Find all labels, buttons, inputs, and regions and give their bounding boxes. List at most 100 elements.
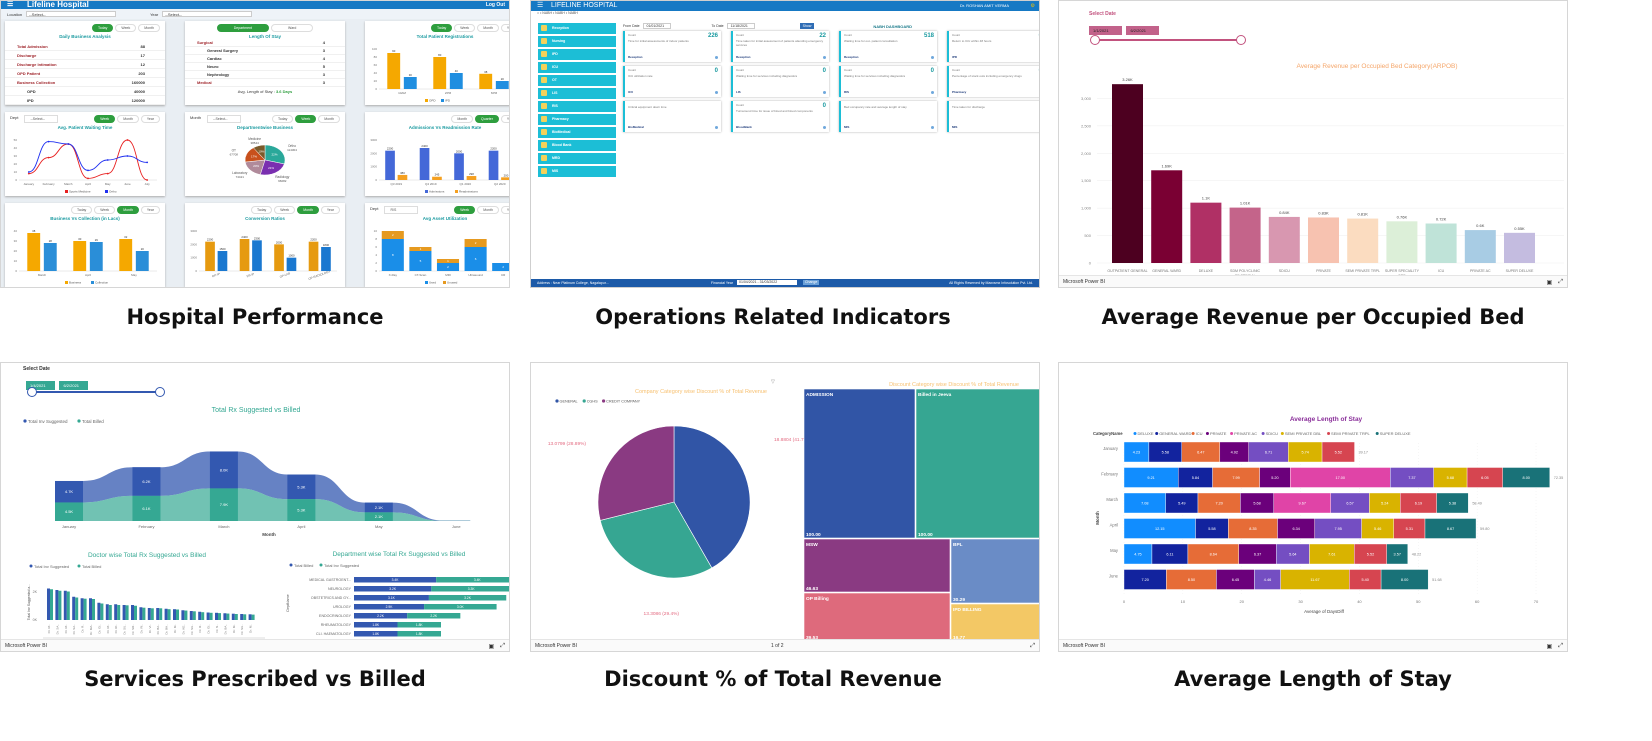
- fy-select[interactable]: 01/04/2021 - 31/03/2022: [737, 280, 797, 285]
- settings-icon[interactable]: ⚙: [1030, 3, 1035, 9]
- powerbi-label[interactable]: Microsoft Power BI: [1063, 279, 1105, 285]
- period-button-month[interactable]: Month: [451, 115, 474, 123]
- date-from[interactable]: 1/1/2021: [1089, 26, 1122, 35]
- sidebar-item-ris[interactable]: RIS: [538, 101, 616, 112]
- logout-link[interactable]: Log Out: [485, 2, 505, 8]
- period-button-today[interactable]: Today: [92, 24, 114, 32]
- period-button-week[interactable]: Week: [94, 115, 116, 123]
- period-button-week[interactable]: Week: [454, 206, 476, 214]
- sidebar-item-biomedical[interactable]: BioMedical: [538, 127, 616, 138]
- slider-start-handle[interactable]: [27, 387, 37, 397]
- from-date-input[interactable]: 01/01/2021: [642, 23, 671, 29]
- sidebar-item-ot[interactable]: OT: [538, 75, 616, 86]
- filter-select[interactable]: --Select--: [207, 115, 242, 123]
- kpi-card[interactable]: Count 0 Return to ICU within 48 hours IPD: [947, 31, 1040, 62]
- kpi-card[interactable]: Bed occupancy rate and average length of…: [839, 101, 937, 132]
- period-button-month[interactable]: Month: [477, 24, 499, 32]
- kpi-card[interactable]: Count 22 Time taken for initial assessment…: [731, 31, 829, 62]
- sidebar-item-pharmacy[interactable]: Pharmacy: [538, 114, 616, 125]
- period-button-month[interactable]: Month: [297, 206, 319, 214]
- date-from[interactable]: 1/4/2021: [26, 381, 55, 390]
- share-icon[interactable]: ▣: [488, 644, 495, 650]
- horizontal-scrollbar[interactable]: [43, 637, 265, 639]
- period-button-today[interactable]: Today: [272, 115, 294, 123]
- info-icon[interactable]: [931, 56, 934, 59]
- powerbi-label[interactable]: Microsoft Power BI: [535, 643, 577, 649]
- period-button-today[interactable]: Today: [250, 206, 273, 214]
- period-button-year[interactable]: Year: [140, 206, 160, 214]
- fullscreen-icon[interactable]: ⤢: [1558, 643, 1563, 649]
- sidebar-item-lis[interactable]: LIS: [538, 88, 616, 99]
- period-button-week[interactable]: Week: [274, 206, 296, 214]
- info-icon[interactable]: [715, 56, 718, 59]
- kpi-card[interactable]: Count 518 Waiting time for out- patient co…: [839, 31, 937, 62]
- home-icon[interactable]: ⌂: [537, 11, 541, 15]
- period-button-month[interactable]: Month: [117, 115, 139, 123]
- info-icon[interactable]: [1039, 126, 1040, 129]
- sidebar-item-mis[interactable]: MIS: [538, 166, 616, 177]
- period-button-month[interactable]: Month: [117, 206, 139, 214]
- period-button-week[interactable]: Week: [94, 206, 116, 214]
- slider-start-handle[interactable]: [1090, 35, 1100, 45]
- info-icon[interactable]: [715, 91, 718, 94]
- kpi-card[interactable]: Count 0 ICU utilization rate ICU: [623, 66, 721, 97]
- to-date-input[interactable]: 11/18/2021: [726, 23, 755, 29]
- view-button-ward[interactable]: Ward: [271, 24, 314, 32]
- date-to[interactable]: 6/2/2021: [1126, 26, 1160, 35]
- sidebar-item-reception[interactable]: Reception: [538, 23, 616, 34]
- period-button-week[interactable]: Week: [295, 115, 317, 123]
- date-slider[interactable]: [27, 387, 165, 397]
- sidebar-item-nursing[interactable]: Nursing: [538, 36, 616, 47]
- view-button-department[interactable]: Department: [216, 24, 270, 32]
- fullscreen-icon[interactable]: ⤢: [1558, 279, 1563, 285]
- kpi-card[interactable]: Count 0 Turnaround time for issue of blood…: [731, 101, 829, 132]
- info-icon[interactable]: [823, 56, 826, 59]
- share-icon[interactable]: ▣: [1546, 280, 1553, 286]
- period-button-quarter[interactable]: Quarter: [475, 115, 499, 123]
- info-icon[interactable]: [1039, 56, 1040, 59]
- period-button-month[interactable]: Month: [318, 115, 340, 123]
- period-button-week[interactable]: Week: [115, 24, 137, 32]
- info-icon[interactable]: [931, 91, 934, 94]
- page-indicator[interactable]: 1 of 2: [771, 643, 784, 649]
- year-select[interactable]: --Select--: [162, 11, 253, 17]
- info-icon[interactable]: [823, 91, 826, 94]
- sidebar-item-ipd[interactable]: IPD: [538, 49, 616, 60]
- powerbi-label[interactable]: Microsoft Power BI: [5, 643, 47, 649]
- period-button-today[interactable]: Today: [70, 206, 93, 214]
- date-slider[interactable]: [1090, 35, 1246, 45]
- period-button-today[interactable]: Today: [430, 24, 453, 32]
- period-button-year[interactable]: Year: [500, 24, 509, 32]
- sidebar-item-blood-bank[interactable]: Blood Bank: [538, 140, 616, 151]
- period-button-year[interactable]: Year: [500, 206, 509, 214]
- sidebar-item-mrd[interactable]: MRD: [538, 153, 616, 164]
- period-button-week[interactable]: Week: [454, 24, 476, 32]
- period-button-year[interactable]: Year: [140, 115, 160, 123]
- kpi-card[interactable]: Count 0 Percentage of stock outs including…: [947, 66, 1040, 97]
- date-to[interactable]: 6/2/2021: [59, 381, 89, 390]
- kpi-card[interactable]: Critical equipment down time BioMedical: [623, 101, 721, 132]
- slider-end-handle[interactable]: [1236, 35, 1246, 45]
- info-icon[interactable]: [715, 126, 718, 129]
- breadcrumb-text[interactable]: • NABH • NABH • NABH: [540, 11, 578, 15]
- user-name[interactable]: Dr. ROSHAN AMIT VERMA: [959, 3, 1009, 8]
- slider-end-handle[interactable]: [155, 387, 165, 397]
- period-button-month[interactable]: Month: [477, 206, 499, 214]
- filter-select[interactable]: R/S: [384, 206, 419, 214]
- fullscreen-icon[interactable]: ⤢: [1030, 643, 1035, 649]
- period-button-year[interactable]: Year: [500, 115, 509, 123]
- info-icon[interactable]: [931, 126, 934, 129]
- menu-icon[interactable]: ☰: [537, 2, 544, 9]
- kpi-card[interactable]: Count 0 Waiting time for services includin…: [731, 66, 829, 97]
- fullscreen-icon[interactable]: ⤢: [500, 643, 505, 649]
- kpi-card[interactable]: Count 0 Waiting time for services includin…: [839, 66, 937, 97]
- share-icon[interactable]: ▣: [1546, 644, 1553, 650]
- menu-icon[interactable]: ☰: [7, 1, 14, 8]
- info-icon[interactable]: [1039, 91, 1040, 94]
- period-button-month[interactable]: Month: [138, 24, 160, 32]
- change-button[interactable]: Change: [803, 280, 820, 285]
- info-icon[interactable]: [823, 126, 826, 129]
- filter-select[interactable]: --Select--: [24, 115, 59, 123]
- kpi-card[interactable]: Count 226 Time for initial assessments of …: [623, 31, 721, 62]
- location-select[interactable]: --Select--: [26, 11, 117, 17]
